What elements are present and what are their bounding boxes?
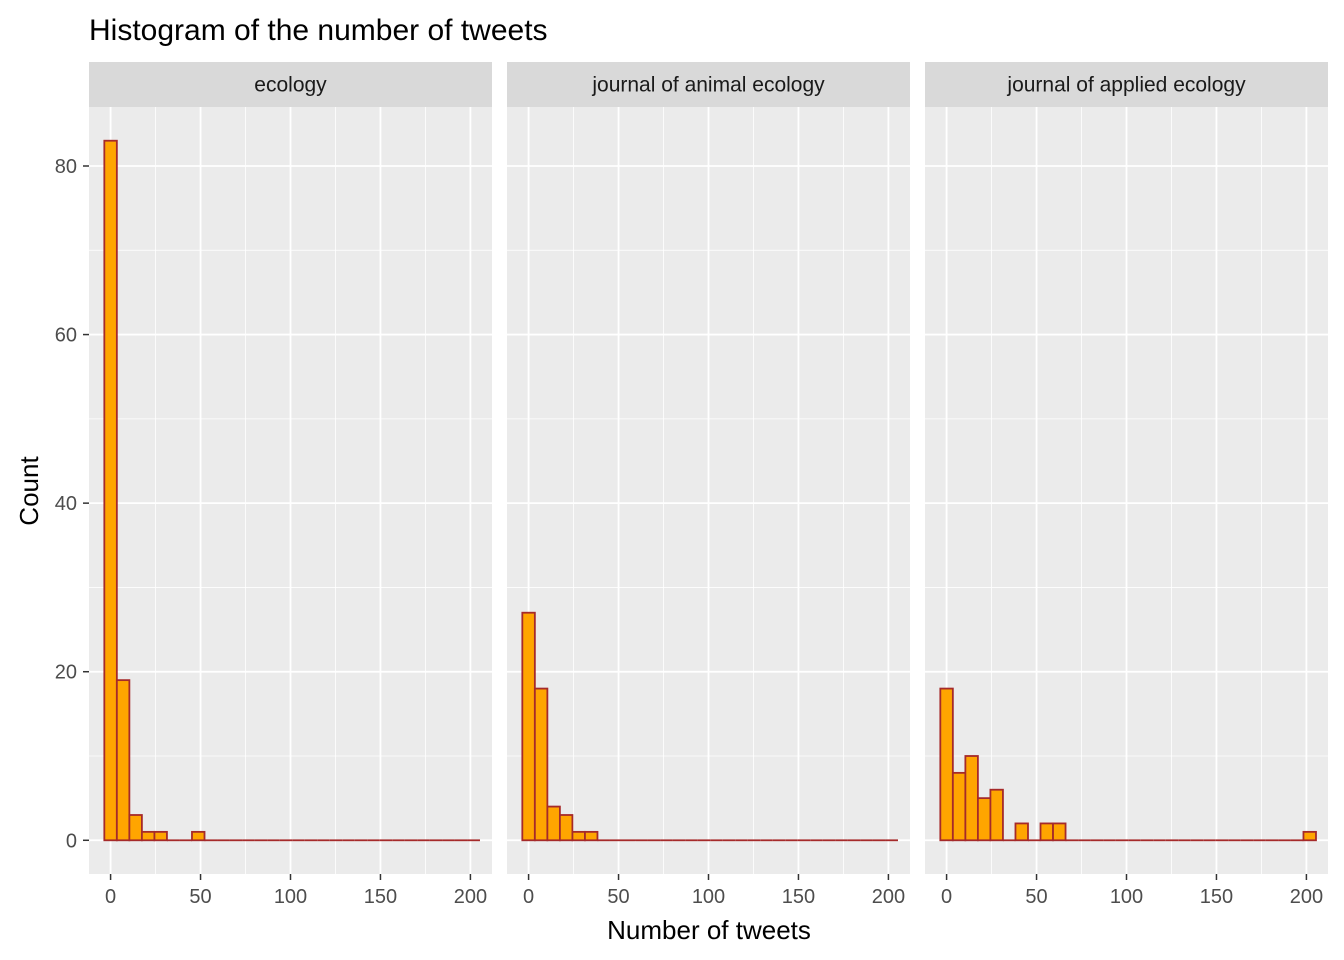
x-tick-label: 100 — [692, 886, 725, 908]
histogram-bar — [1303, 832, 1316, 840]
histogram-bar — [953, 773, 966, 840]
facet-strip-label: journal of animal ecology — [591, 74, 825, 97]
histogram-bar — [117, 680, 130, 840]
histogram-bar — [1015, 823, 1028, 840]
histogram-bar — [1041, 823, 1054, 840]
x-tick-label: 150 — [364, 886, 397, 908]
histogram-bar — [940, 689, 953, 841]
x-tick-label: 50 — [607, 886, 629, 908]
histogram-bar — [965, 756, 978, 840]
x-tick-label: 100 — [1110, 886, 1143, 908]
histogram-bar — [154, 832, 167, 840]
histogram-bar — [1053, 823, 1066, 840]
x-tick-label: 50 — [189, 886, 211, 908]
chart-title: Histogram of the number of tweets — [89, 14, 548, 47]
histogram-bar — [547, 807, 560, 841]
facet-strip-label: ecology — [254, 74, 327, 97]
x-tick-label: 0 — [941, 886, 952, 908]
histogram-bar — [129, 815, 142, 840]
histogram-bar — [142, 832, 155, 840]
y-tick-label: 60 — [55, 325, 77, 347]
histogram-bar — [978, 798, 991, 840]
y-tick-label: 80 — [55, 156, 77, 178]
histogram-bar — [585, 832, 598, 840]
x-tick-label: 200 — [454, 886, 487, 908]
y-tick-label: 0 — [66, 830, 77, 852]
x-axis-title: Number of tweets — [607, 915, 811, 945]
histogram-bar — [104, 141, 117, 841]
facet-panel: journal of applied ecology 0 50 100 150 200 — [925, 62, 1328, 908]
histogram-bar — [192, 832, 205, 840]
histogram-bar — [990, 790, 1003, 841]
x-tick-label: 200 — [872, 886, 905, 908]
facet-panel: ecology 0 50 100 150 200 — [89, 62, 492, 908]
histogram-bar — [535, 689, 548, 841]
histogram-bar — [522, 613, 535, 841]
y-tick-label: 20 — [55, 662, 77, 684]
histogram-bar — [572, 832, 585, 840]
facet-panel: journal of animal ecology 0 50 100 150 200 — [507, 62, 910, 908]
y-axis: 0 20 40 60 80 — [55, 156, 89, 852]
x-tick-label: 100 — [274, 886, 307, 908]
histogram-bar — [560, 815, 573, 840]
x-tick-label: 50 — [1025, 886, 1047, 908]
x-tick-label: 0 — [105, 886, 116, 908]
x-tick-label: 150 — [782, 886, 815, 908]
facet-strip-label: journal of applied ecology — [1006, 74, 1246, 97]
x-tick-label: 150 — [1200, 886, 1233, 908]
y-axis-title: Count — [14, 456, 44, 526]
x-tick-label: 200 — [1290, 886, 1323, 908]
x-tick-label: 0 — [523, 886, 534, 908]
y-tick-label: 40 — [55, 493, 77, 515]
